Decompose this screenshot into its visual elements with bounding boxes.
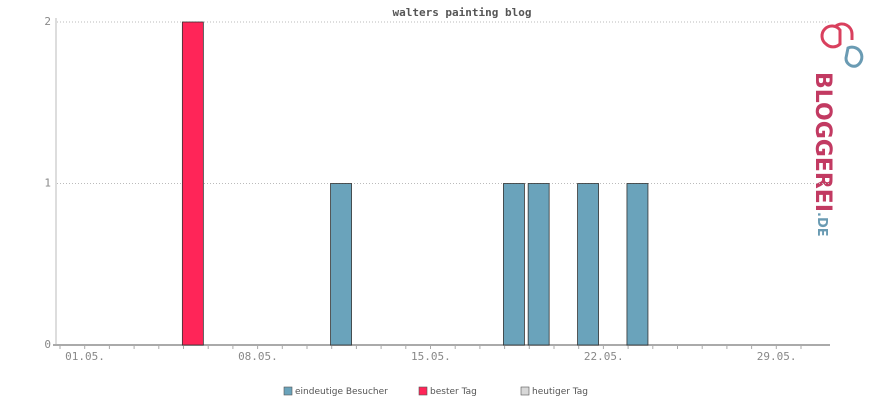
bar — [577, 183, 599, 346]
bar — [181, 21, 204, 346]
x-tick-label: 01.05. — [65, 350, 105, 363]
y-tick-label: 2 — [44, 15, 51, 28]
y-tick-label: 1 — [44, 177, 51, 190]
legend-label: eindeutige Besucher — [295, 387, 388, 397]
legend-label: heutiger Tag — [532, 387, 588, 397]
legend-swatch — [283, 386, 293, 396]
legend-label: bester Tag — [430, 387, 477, 397]
x-tick-label: 29.05. — [757, 350, 797, 363]
legend-swatch — [418, 386, 428, 396]
logo-suffix: .DE — [815, 212, 830, 237]
x-tick-label: 08.05. — [238, 350, 278, 363]
legend-swatch — [520, 386, 530, 396]
x-tick-label: 15.05. — [411, 350, 451, 363]
logo-icon — [844, 45, 864, 68]
x-tick-label: 22.05. — [584, 350, 624, 363]
y-tick-label: 0 — [44, 338, 51, 351]
bar — [626, 183, 649, 346]
bar — [527, 183, 550, 346]
logo: BLOGGEREI.DE — [810, 22, 864, 237]
logo-icon — [820, 22, 854, 49]
logo-text: BLOGGEREI.DE — [810, 72, 835, 237]
chart-title: walters painting blog — [392, 6, 531, 19]
bar — [503, 183, 525, 346]
logo-name: BLOGGEREI — [810, 72, 835, 212]
bar — [330, 183, 352, 346]
